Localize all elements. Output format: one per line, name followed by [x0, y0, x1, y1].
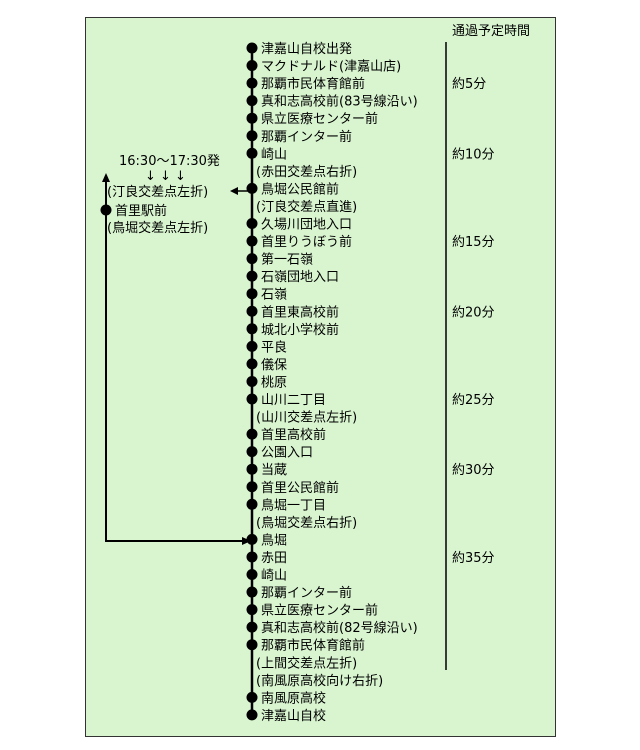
stop-label: 儀保 [261, 358, 287, 373]
stop-dot [246, 639, 258, 651]
departure-time-label: 16:30～17:30発 [119, 154, 220, 169]
stop-label: 真和志高校前(83号線沿い) [261, 94, 418, 110]
shuri-station-label: 首里駅前 [115, 203, 167, 219]
stop-dot [246, 42, 258, 54]
stop-dot [246, 428, 258, 440]
stop-label: 首里公民館前 [261, 480, 339, 496]
stop-dot [246, 130, 258, 142]
stop-dot [246, 235, 258, 247]
route-note: (山川交差点左折) [256, 410, 357, 426]
stop-label: 県立医療センター前 [261, 603, 378, 619]
stop-dot [246, 533, 258, 545]
stop-dot [246, 112, 258, 124]
route-note: (南風原高校向け右折) [256, 673, 383, 689]
stop-label: マクドナルド(津嘉山店) [261, 60, 401, 75]
elapsed-time-label: 約35分 [452, 551, 495, 566]
stop-dot [246, 305, 258, 317]
stop-dot [246, 569, 258, 580]
stop-label: 首里りうぼう前 [261, 234, 352, 250]
stop-dot [246, 446, 258, 458]
stop-label: 桃原 [261, 375, 287, 390]
stop-dot [246, 358, 258, 370]
stop-dot [246, 709, 258, 721]
stop-label: 当蔵 [261, 463, 287, 478]
stop-label: 鳥堀一丁目 [261, 498, 326, 513]
stop-label: 那覇インター前 [261, 585, 352, 601]
stop-label: 赤田 [261, 551, 287, 566]
stop-label: 久場川団地入口 [261, 218, 352, 233]
branch-up-arrow [102, 173, 110, 182]
stop-label: 山川二丁目 [261, 393, 326, 408]
elapsed-time-label: 約25分 [452, 393, 495, 408]
stop-dot [246, 621, 258, 633]
stop-label: 第一石嶺 [261, 253, 313, 268]
stop-dot [246, 218, 258, 229]
elapsed-time-label: 約30分 [452, 463, 495, 478]
stop-label: 崎山 [261, 147, 287, 162]
route-note: (鳥堀交差点右折) [256, 515, 357, 531]
stop-dot [246, 182, 258, 194]
stop-label: 津嘉山自校 [261, 708, 326, 724]
stop-dot [246, 481, 258, 493]
stop-label: 那覇市民体育館前 [261, 638, 365, 654]
stop-dot [246, 77, 258, 89]
shuri-station-dot [100, 204, 112, 216]
elapsed-time-label: 約20分 [452, 305, 495, 320]
stop-label: 鳥堀公民館前 [261, 181, 339, 197]
stop-dot [246, 95, 258, 107]
stop-dot [246, 498, 258, 510]
stop-label: 石嶺 [261, 288, 287, 303]
stop-label: 南風原高校 [261, 690, 326, 706]
stop-label: 平良 [261, 339, 287, 355]
stop-label: 真和志高校前(82号線沿い) [261, 620, 418, 636]
stop-dot [246, 604, 258, 616]
stop-label: 那覇市民体育館前 [261, 76, 365, 92]
stop-label: 那覇インター前 [261, 129, 352, 145]
stop-dot [246, 463, 258, 475]
stop-dot [246, 586, 258, 598]
branch-right-arrow [242, 537, 251, 545]
elapsed-time-label: 約5分 [452, 77, 486, 92]
stop-dot [246, 691, 258, 703]
stop-dot [246, 375, 258, 387]
elapsed-time-label: 約15分 [452, 235, 495, 250]
stop-dot [246, 323, 258, 335]
route-note: (赤田交差点右折) [256, 164, 357, 180]
stop-dot [246, 60, 258, 72]
stop-label: 城北小学校前 [261, 322, 339, 338]
branch-left-arrow [230, 187, 238, 195]
stop-label: 公園入口 [261, 446, 313, 461]
stop-label: 津嘉山自校出発 [261, 41, 352, 57]
stop-dot [246, 340, 258, 352]
stop-label: 鳥堀 [261, 533, 287, 548]
stop-dot [246, 147, 258, 159]
stop-label: 首里高校前 [261, 427, 326, 443]
stop-label: 崎山 [261, 569, 287, 584]
stop-dot [246, 393, 258, 405]
stop-dot [246, 253, 258, 265]
stop-label: 首里東高校前 [261, 304, 339, 320]
down-arrows-label: ↓ ↓ ↓ [145, 169, 186, 184]
elapsed-time-label: 約10分 [452, 147, 495, 162]
stop-dot [246, 270, 258, 282]
branch-upper-note: (汀良交差点左折) [107, 184, 208, 200]
route-note: (上間交差点左折) [256, 655, 357, 671]
stop-dot [246, 288, 258, 300]
stops-group: 津嘉山自校出発マクドナルド(津嘉山店)那覇市民体育館前真和志高校前(83号線沿い… [246, 41, 418, 724]
route-diagram-panel [85, 17, 556, 737]
stop-label: 石嶺団地入口 [261, 270, 339, 285]
stop-label: 県立医療センター前 [261, 111, 378, 127]
route-note: (汀良交差点直進) [256, 199, 357, 215]
branch-route-line [105, 178, 245, 542]
header-label: 通過予定時間 [452, 24, 530, 39]
stop-dot [246, 551, 258, 563]
branch-lower-note: (鳥堀交差点左折) [107, 220, 208, 236]
